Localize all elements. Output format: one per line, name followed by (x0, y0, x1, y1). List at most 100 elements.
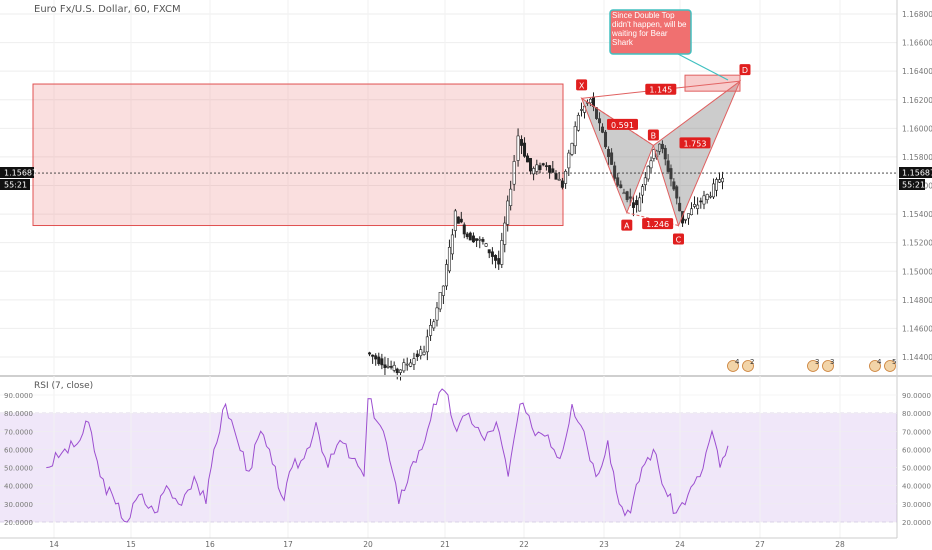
price-tick-label: 1.14600 (902, 324, 932, 333)
left-current-price: 1.15687 (4, 169, 37, 178)
rsi-tick-label-right: 40.0000 (902, 483, 931, 491)
candle-body (447, 246, 451, 272)
candle-body (456, 216, 460, 224)
candle-body (503, 222, 507, 245)
candle-body (705, 194, 709, 200)
left-countdown-bg (0, 179, 30, 190)
candle-body (692, 204, 696, 207)
candle-body (497, 258, 501, 265)
candle-body (392, 364, 396, 371)
candle-body (635, 200, 639, 206)
rsi-pane[interactable]: 20.0000 30.0000 40.0000 50.0000 60.0000 70.00… (0, 376, 931, 538)
candle-body (551, 168, 555, 173)
candle-body (520, 139, 524, 146)
event-marker-count: 3 (815, 358, 819, 366)
rsi-tick-label-left: 50.0000 (4, 465, 33, 473)
time-tick-label: 17 (283, 540, 293, 549)
candle-body (425, 336, 429, 353)
candle-body (468, 232, 472, 241)
price-tick-label: 1.16200 (902, 96, 932, 105)
rsi-grid (0, 376, 897, 538)
candle-body (402, 362, 406, 372)
candle-body (669, 168, 673, 180)
rsi-tick-labels-left: 20.0000 30.0000 40.0000 50.0000 60.0000 70.00… (4, 392, 33, 527)
candle-body (625, 191, 629, 200)
ratio-xab-label: 0.591 (611, 121, 634, 130)
pattern-point-label: D (742, 66, 748, 75)
time-tick-label: 15 (126, 540, 136, 549)
candle-body (597, 118, 601, 124)
candle-body (438, 292, 442, 310)
rsi-tick-label-left: 30.0000 (4, 501, 33, 509)
time-tick-label: 14 (49, 540, 59, 549)
time-axis[interactable]: 14 15 16 17 20 21 22 23 24 27 28 (0, 537, 897, 549)
harmonic-pattern[interactable]: X A B C D 0.591 1.246 1.753 1.145 (576, 64, 751, 245)
candle-body (570, 143, 574, 155)
price-axis[interactable]: 1.14400 1.14600 1.14800 1.15000 1.15200 1.154… (896, 0, 932, 538)
event-marker-icon (807, 360, 819, 372)
candle-body (535, 164, 539, 172)
time-tick-label: 16 (205, 540, 215, 549)
candle-body (516, 135, 520, 161)
candle-body (506, 200, 510, 225)
candle-body (487, 249, 491, 254)
candle-body (450, 234, 454, 255)
ratio-xab-label-bg (607, 118, 638, 130)
candle-body (395, 368, 399, 374)
left-countdown: 55:21 (4, 181, 27, 190)
candle-body (541, 163, 545, 166)
candle-body (631, 202, 635, 208)
candle-body (475, 238, 479, 241)
candle-body (494, 254, 498, 261)
price-pane[interactable]: X A B C D 0.591 1.246 1.753 1.145 4 2 3 3 4 5 (0, 0, 897, 381)
candle-body (567, 152, 571, 169)
candle-body (616, 177, 620, 186)
candle-body (453, 210, 457, 231)
candle-body (564, 170, 568, 184)
candle-body (526, 155, 530, 163)
economic-event-markers[interactable]: 4 2 3 3 4 5 (727, 358, 897, 372)
candle-body (576, 115, 580, 131)
candle-body (415, 353, 419, 358)
price-tick-label: 1.16800 (902, 10, 932, 19)
candle-body (412, 358, 416, 365)
candle-body (628, 196, 632, 199)
annotation-callout[interactable]: Since Double Top didn't happen, will be … (609, 9, 729, 81)
supply-zone[interactable] (32, 83, 564, 227)
event-marker-count: 3 (830, 358, 834, 366)
candle-body (435, 307, 439, 321)
candle-body (607, 149, 611, 158)
ratio-xad-label: 1.145 (649, 86, 672, 95)
candle-body (640, 186, 644, 196)
candle-body (708, 195, 712, 198)
ratio-xad-label-bg (645, 83, 677, 95)
event-marker-icon (869, 360, 881, 372)
candle-body (409, 362, 413, 367)
candle-body (619, 184, 623, 188)
rsi-tick-label-right: 50.0000 (902, 465, 931, 473)
candle-body (660, 143, 664, 150)
price-tick-label: 1.16400 (902, 67, 932, 76)
pattern-point-label-bg (739, 64, 751, 76)
candle-body (371, 354, 375, 357)
candle-body (557, 178, 561, 181)
rsi-tick-label-left: 40.0000 (4, 483, 33, 491)
candle-body (720, 177, 724, 183)
rsi-tick-labels-right: 20.0000 30.0000 40.0000 50.0000 60.0000 70.00… (902, 392, 931, 527)
rsi-title: RSI (7, close) (34, 381, 93, 391)
pattern-point-label-bg (647, 129, 659, 141)
ratio-abc-label: 1.246 (646, 220, 669, 229)
pattern-point-label: A (624, 222, 630, 231)
ratio-abc-label-bg (642, 218, 674, 230)
candle-body (398, 369, 402, 373)
right-price-label-bg (899, 167, 932, 178)
rsi-tick-label-left: 60.0000 (4, 446, 33, 454)
candle-body (419, 349, 423, 357)
rsi-tick-label-right: 80.0000 (902, 410, 931, 418)
price-grid (0, 0, 897, 374)
candle-body (643, 177, 647, 185)
time-tick-label: 21 (440, 540, 450, 549)
rsi-tick-label-left: 80.0000 (4, 410, 33, 418)
candle-body (544, 165, 548, 167)
